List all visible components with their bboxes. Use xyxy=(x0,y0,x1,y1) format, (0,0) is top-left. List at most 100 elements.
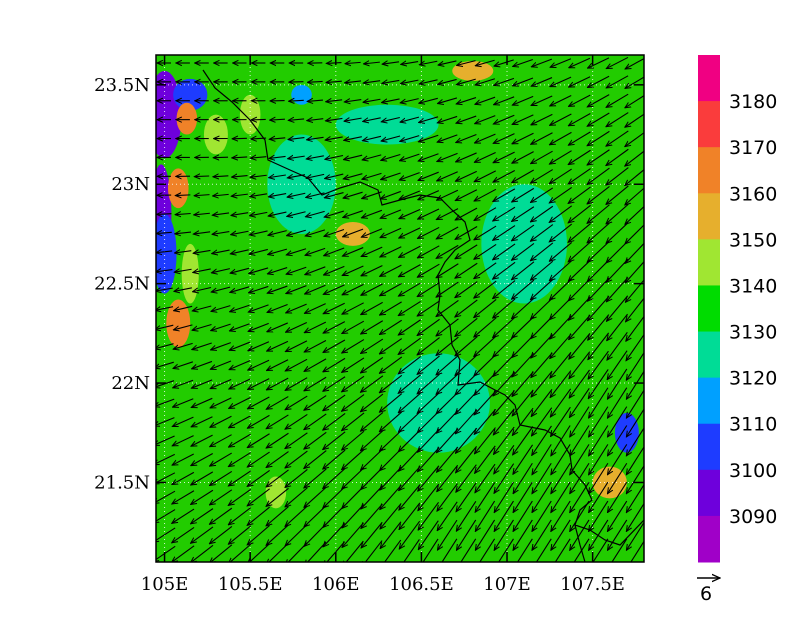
wind-vector xyxy=(550,315,572,339)
wind-vector xyxy=(210,378,232,388)
wind-vector xyxy=(456,152,477,162)
wind-vector xyxy=(493,390,515,415)
wind-vector xyxy=(399,153,420,161)
wind-vector xyxy=(626,389,644,418)
wind-vector xyxy=(304,450,327,469)
wind-vector xyxy=(323,431,346,450)
wind-vector xyxy=(494,77,515,85)
wind-vector xyxy=(270,119,285,120)
wind-vector xyxy=(568,204,591,223)
wind-vector xyxy=(380,448,402,471)
wind-vector xyxy=(228,452,251,467)
wind-vector xyxy=(230,249,249,254)
wind-vector xyxy=(611,538,628,562)
wind-vector xyxy=(417,410,440,433)
wind-vector xyxy=(438,78,457,84)
wind-vector xyxy=(210,360,232,369)
wind-vector xyxy=(267,340,289,351)
colorbar-label: 3170 xyxy=(729,137,777,159)
wind-vector xyxy=(191,471,214,485)
wind-vector xyxy=(418,465,440,491)
wind-vector xyxy=(475,78,496,85)
wind-vector xyxy=(174,251,192,253)
wind-vector xyxy=(247,506,270,525)
wind-vector xyxy=(248,341,270,351)
contour-patches xyxy=(156,60,639,509)
wind-vector xyxy=(437,501,458,531)
wind-vector xyxy=(287,192,306,197)
wind-vector xyxy=(323,376,346,392)
wind-vector xyxy=(342,283,364,294)
wind-vector xyxy=(607,519,628,550)
wind-vector xyxy=(455,170,477,181)
wind-vector xyxy=(247,543,270,562)
wind-vector xyxy=(231,231,249,234)
wind-vector xyxy=(568,241,591,262)
wind-vector xyxy=(512,389,534,416)
wind-vector xyxy=(568,149,591,164)
wind-vector xyxy=(361,540,383,562)
wind-vector xyxy=(363,117,381,122)
wind-vector xyxy=(588,350,609,379)
wind-vector xyxy=(455,354,478,376)
wind-vector xyxy=(455,189,478,201)
wind-vector xyxy=(626,351,644,380)
wind-vector xyxy=(231,194,248,196)
wind-vector xyxy=(191,453,213,466)
wind-vector xyxy=(436,409,459,433)
wind-vector xyxy=(399,227,421,238)
wind-vector xyxy=(589,387,609,418)
wind-vector xyxy=(554,538,571,562)
wind-vector xyxy=(530,260,554,280)
wind-vector xyxy=(304,358,327,372)
wind-vector xyxy=(587,75,610,87)
wind-vector xyxy=(493,371,516,396)
wind-vector xyxy=(172,490,195,504)
wind-vector xyxy=(247,396,270,409)
wind-vector xyxy=(269,175,286,178)
wind-vector xyxy=(530,205,554,222)
wind-vector xyxy=(285,413,308,429)
wind-vector xyxy=(344,118,362,121)
wind-vector xyxy=(323,284,345,295)
wind-vector xyxy=(288,119,305,120)
colorbar: 3090 3100 3110 3120 3130 3140 3150 3160 3170 3180 xyxy=(698,55,777,563)
wind-vector xyxy=(398,392,421,413)
wind-vector xyxy=(323,339,346,352)
wind-vector xyxy=(156,435,175,445)
wind-vector xyxy=(229,378,251,389)
wind-vector xyxy=(589,500,609,531)
wind-vector xyxy=(268,211,287,216)
wind-vector xyxy=(587,185,610,204)
wind-vector xyxy=(380,227,402,237)
wind-vector xyxy=(210,397,232,408)
wind-vector xyxy=(380,190,401,199)
wind-vector xyxy=(400,116,420,122)
wind-vector xyxy=(531,150,553,163)
x-axis-ticks: 105E 105.5E 106E 106.5E 107E 107.5E xyxy=(141,55,625,595)
wind-vector xyxy=(209,526,233,543)
colorbar-label: 3110 xyxy=(729,414,777,436)
wind-vector xyxy=(398,264,421,277)
wind-vector xyxy=(285,450,308,468)
wind-vector xyxy=(400,98,419,103)
wind-vector xyxy=(474,408,497,434)
wind-vector xyxy=(570,481,590,512)
wind-vector xyxy=(475,59,495,65)
wind-vector xyxy=(362,191,382,199)
wind-vector xyxy=(437,446,459,472)
wind-vector xyxy=(191,489,214,504)
wind-vector xyxy=(606,258,629,282)
colorbar-swatch xyxy=(698,239,720,286)
contour-patch xyxy=(452,60,494,81)
wind-vector xyxy=(532,444,552,474)
wind-vector xyxy=(570,519,590,550)
wind-vector xyxy=(474,317,497,337)
contour-patch xyxy=(239,94,261,135)
wind-vector xyxy=(342,339,365,353)
wind-vector xyxy=(306,173,325,178)
colorbar-swatch xyxy=(698,331,720,379)
wind-vector xyxy=(342,430,365,450)
wind-vector xyxy=(570,425,590,455)
wind-vector xyxy=(419,97,438,103)
